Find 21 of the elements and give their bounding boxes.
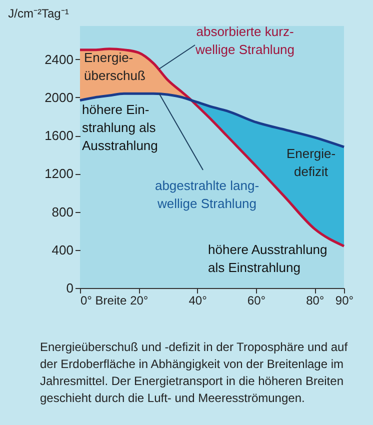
x-tick-label: 0° Breite — [80, 294, 127, 308]
y-tick-label: 1200 — [44, 166, 74, 182]
annotation: Energie- überschuß — [84, 50, 146, 83]
y-tick-label: 800 — [52, 204, 74, 220]
x-tick-label: 90° — [335, 294, 354, 308]
x-tick-label: 20° — [130, 294, 148, 308]
y-tick-label: 2400 — [44, 52, 74, 67]
annotation: Energie- defizit — [286, 146, 336, 179]
annotation: höhere Ausstrahlung als Einstrahlung — [208, 242, 328, 275]
x-tick-label: 40° — [188, 294, 208, 308]
y-tick-label: 2000 — [44, 90, 74, 105]
x-tick-label: 80° — [306, 294, 324, 308]
y-axis-title: J/cm⁻²Tag⁻¹ — [8, 6, 69, 20]
annotation: höhere Ein- strahlung als Ausstrahlung — [82, 102, 158, 153]
text: Energieüberschuß und -defizit in der Troposphäre und auf der Erdoberfläche in Abhängigkeit von der Breitenlage im Jahresmittel. Der Energietransport in die höheren Breiten geschieht durch die Luft- und Meeresströmungen. — [40, 340, 348, 405]
y-tick-label: 400 — [52, 242, 74, 258]
y-tick-label: 1600 — [44, 128, 74, 144]
x-tick-label: 60° — [247, 294, 266, 308]
annotation: absorbierte kurz- wellige Strahlung — [194, 24, 295, 57]
annotation: abgestrahlte lang- wellige Strahlung — [154, 178, 260, 211]
y-tick-label: 0 — [66, 280, 74, 296]
